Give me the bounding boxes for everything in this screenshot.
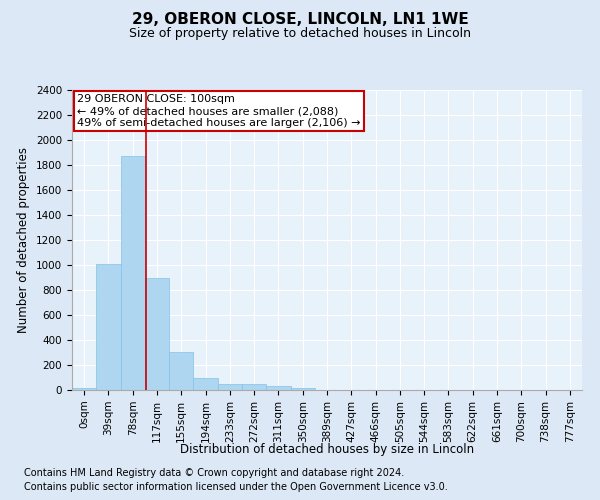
Bar bbox=[290, 388, 315, 390]
Text: 29, OBERON CLOSE, LINCOLN, LN1 1WE: 29, OBERON CLOSE, LINCOLN, LN1 1WE bbox=[131, 12, 469, 28]
Bar bbox=[242, 384, 266, 390]
Bar bbox=[96, 264, 121, 390]
Y-axis label: Number of detached properties: Number of detached properties bbox=[17, 147, 31, 333]
Text: Contains HM Land Registry data © Crown copyright and database right 2024.: Contains HM Land Registry data © Crown c… bbox=[24, 468, 404, 477]
Bar bbox=[169, 352, 193, 390]
Text: Distribution of detached houses by size in Lincoln: Distribution of detached houses by size … bbox=[180, 442, 474, 456]
Text: Contains public sector information licensed under the Open Government Licence v3: Contains public sector information licen… bbox=[24, 482, 448, 492]
Bar bbox=[266, 386, 290, 390]
Text: Size of property relative to detached houses in Lincoln: Size of property relative to detached ho… bbox=[129, 28, 471, 40]
Text: 29 OBERON CLOSE: 100sqm
← 49% of detached houses are smaller (2,088)
49% of semi: 29 OBERON CLOSE: 100sqm ← 49% of detache… bbox=[77, 94, 361, 128]
Bar bbox=[121, 156, 145, 390]
Bar bbox=[218, 384, 242, 390]
Bar bbox=[193, 378, 218, 390]
Bar bbox=[145, 278, 169, 390]
Bar bbox=[72, 388, 96, 390]
